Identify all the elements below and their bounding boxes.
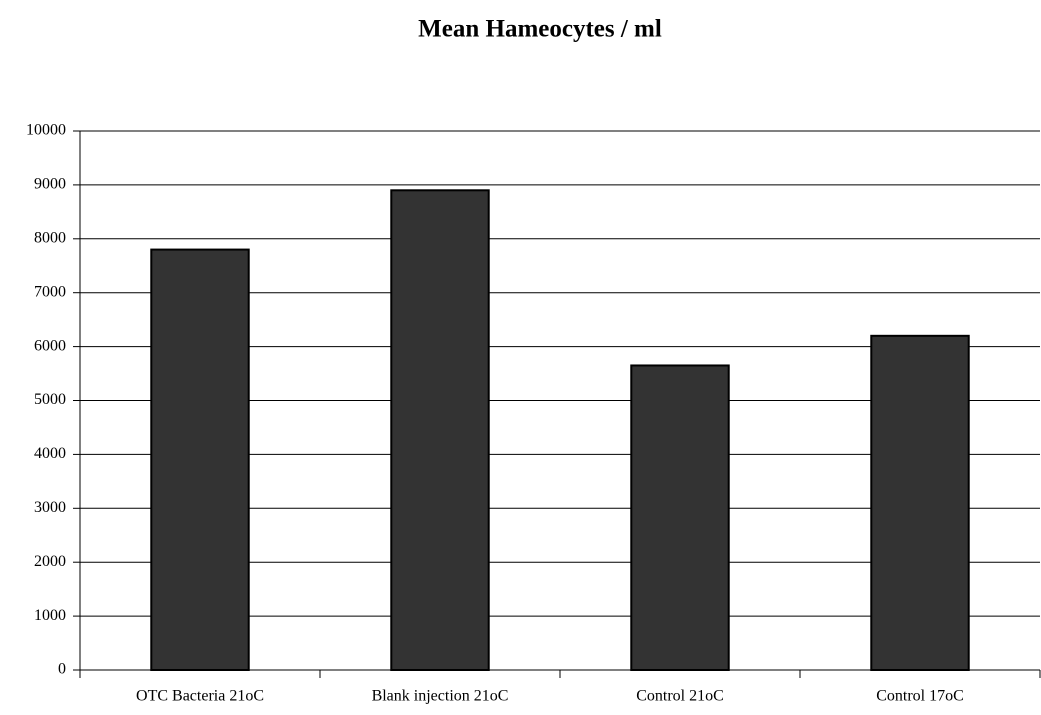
y-tick-label: 10000 <box>26 122 66 139</box>
bar <box>390 189 490 671</box>
y-tick-label: 2000 <box>34 553 66 570</box>
y-tick-label: 5000 <box>34 391 66 408</box>
y-tick-label: 6000 <box>34 337 66 354</box>
bar <box>150 248 250 672</box>
y-tick-label: 3000 <box>34 499 66 516</box>
y-tick-label: 4000 <box>34 445 66 462</box>
y-tick-label: 9000 <box>34 176 66 193</box>
bar <box>630 364 730 671</box>
bar <box>870 334 970 671</box>
x-tick-label: OTC Bacteria 21oC <box>136 688 264 705</box>
y-tick-label: 7000 <box>34 283 66 300</box>
x-tick-label: Control 21oC <box>636 688 724 705</box>
x-tick-label: Control 17oC <box>876 688 964 705</box>
y-tick-label: 8000 <box>34 229 66 246</box>
y-tick-label: 1000 <box>34 607 66 624</box>
chart-title: Mean Hameocytes / ml <box>418 16 662 43</box>
y-tick-label: 0 <box>58 661 66 678</box>
x-tick-label: Blank injection 21oC <box>372 688 509 705</box>
